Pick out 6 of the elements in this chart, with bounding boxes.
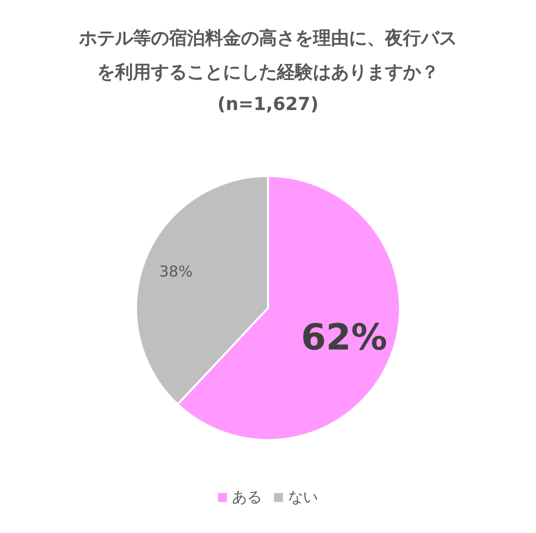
chart-title: ホテル等の宿泊料金の高さを理由に、夜行バスを利用することにした経験はありますか？ [78,27,458,85]
legend-label: ある [231,488,262,506]
data-label: 38% [159,262,193,281]
legend-label: ない [287,488,318,506]
chart-subtitle: (n=1,627) [216,94,320,115]
data-label: 62% [301,318,388,359]
